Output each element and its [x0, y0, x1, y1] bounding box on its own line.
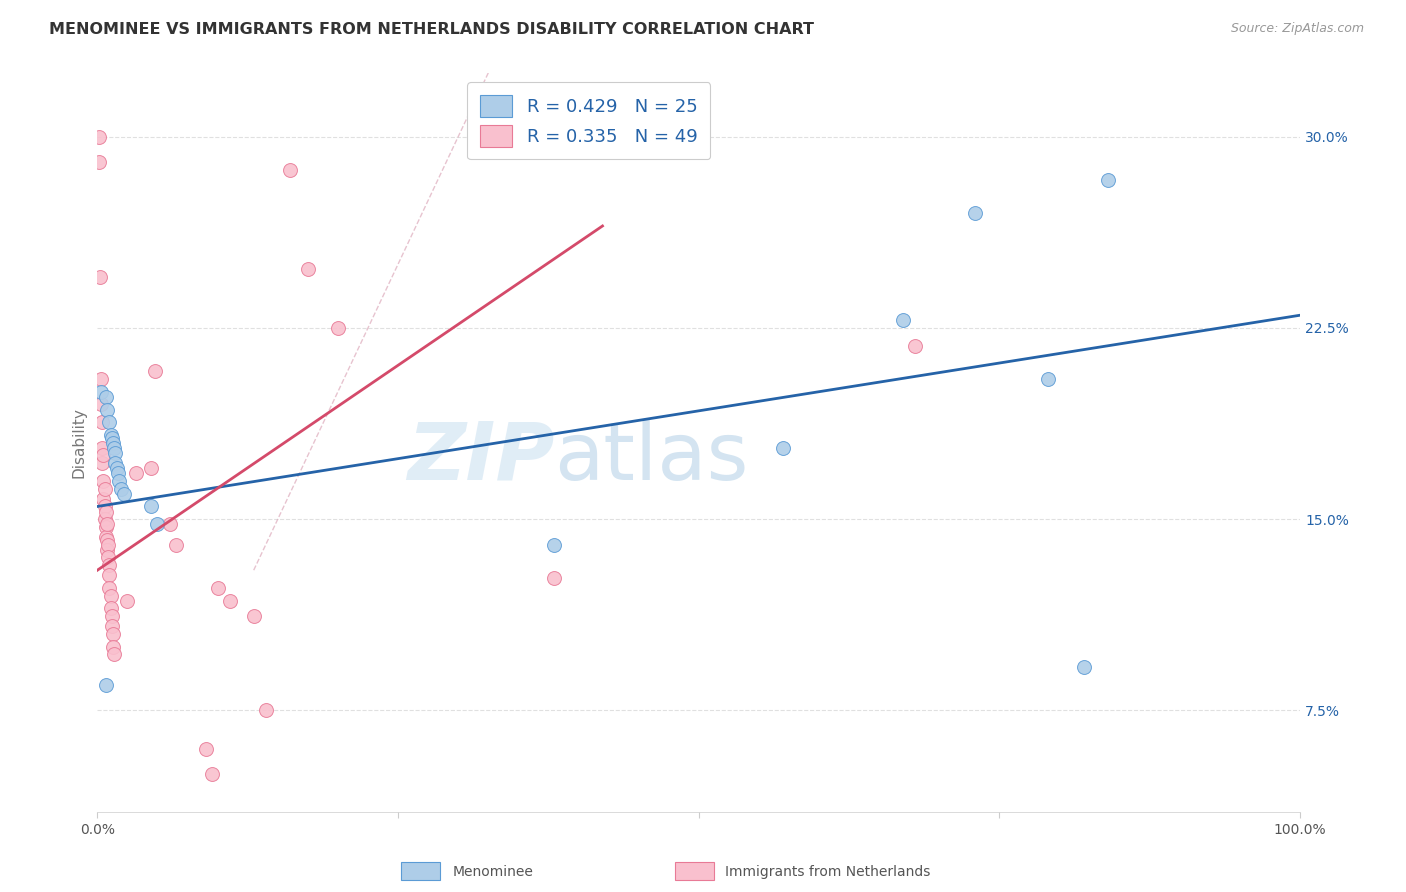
Point — [891, 313, 914, 327]
Point — [104, 456, 127, 470]
Point — [218, 594, 240, 608]
Point — [543, 571, 565, 585]
Point — [93, 449, 115, 463]
Point — [100, 589, 122, 603]
Point — [87, 129, 110, 144]
Point — [94, 504, 117, 518]
Point — [1036, 372, 1059, 386]
Point — [98, 581, 121, 595]
Point — [112, 486, 135, 500]
Point — [91, 415, 114, 429]
Point — [159, 517, 181, 532]
Point — [96, 533, 118, 547]
Point — [96, 402, 118, 417]
Point — [326, 321, 349, 335]
Point — [91, 441, 114, 455]
Point — [104, 446, 127, 460]
Point — [141, 500, 163, 514]
Point — [101, 431, 124, 445]
Point — [141, 461, 163, 475]
Legend: R = 0.429   N = 25, R = 0.335   N = 49: R = 0.429 N = 25, R = 0.335 N = 49 — [467, 82, 710, 160]
Point — [107, 467, 129, 481]
Point — [94, 530, 117, 544]
Point — [100, 428, 122, 442]
Point — [93, 500, 115, 514]
Point — [98, 568, 121, 582]
Point — [93, 474, 115, 488]
Point — [254, 703, 277, 717]
Point — [201, 767, 224, 781]
Point — [89, 270, 111, 285]
Point — [110, 482, 132, 496]
Point — [93, 512, 115, 526]
Point — [772, 441, 794, 455]
Point — [94, 520, 117, 534]
Point — [1097, 173, 1119, 187]
Point — [98, 415, 121, 429]
Point — [105, 461, 128, 475]
Point — [94, 678, 117, 692]
Point — [108, 474, 131, 488]
Point — [278, 162, 301, 177]
Text: Immigrants from Netherlands: Immigrants from Netherlands — [725, 865, 931, 880]
Point — [91, 456, 114, 470]
Point — [125, 467, 148, 481]
Point — [96, 517, 118, 532]
Point — [103, 441, 125, 455]
Point — [90, 397, 112, 411]
Text: Menominee: Menominee — [453, 865, 534, 880]
Point — [96, 542, 118, 557]
Point — [97, 550, 120, 565]
Point — [98, 558, 121, 573]
Point — [103, 648, 125, 662]
Text: Source: ZipAtlas.com: Source: ZipAtlas.com — [1230, 22, 1364, 36]
Point — [101, 435, 124, 450]
Point — [100, 601, 122, 615]
Point — [90, 372, 112, 386]
Point — [101, 609, 124, 624]
Text: MENOMINEE VS IMMIGRANTS FROM NETHERLANDS DISABILITY CORRELATION CHART: MENOMINEE VS IMMIGRANTS FROM NETHERLANDS… — [49, 22, 814, 37]
Point — [543, 538, 565, 552]
Point — [90, 384, 112, 399]
Y-axis label: Disability: Disability — [72, 408, 86, 478]
Point — [97, 538, 120, 552]
Point — [207, 581, 229, 595]
Point — [93, 482, 115, 496]
Point — [101, 619, 124, 633]
Point — [101, 640, 124, 654]
Point — [143, 364, 166, 378]
Point — [194, 741, 217, 756]
Point — [93, 491, 115, 506]
Point — [1073, 660, 1095, 674]
Point — [117, 594, 139, 608]
Text: atlas: atlas — [554, 418, 749, 497]
Point — [242, 609, 264, 624]
Point — [101, 627, 124, 641]
Text: ZIP: ZIP — [406, 418, 554, 497]
Point — [904, 339, 927, 353]
Point — [87, 155, 110, 169]
Point — [165, 538, 187, 552]
Point — [146, 517, 169, 532]
Point — [965, 206, 987, 220]
Point — [297, 262, 319, 277]
Point — [94, 390, 117, 404]
